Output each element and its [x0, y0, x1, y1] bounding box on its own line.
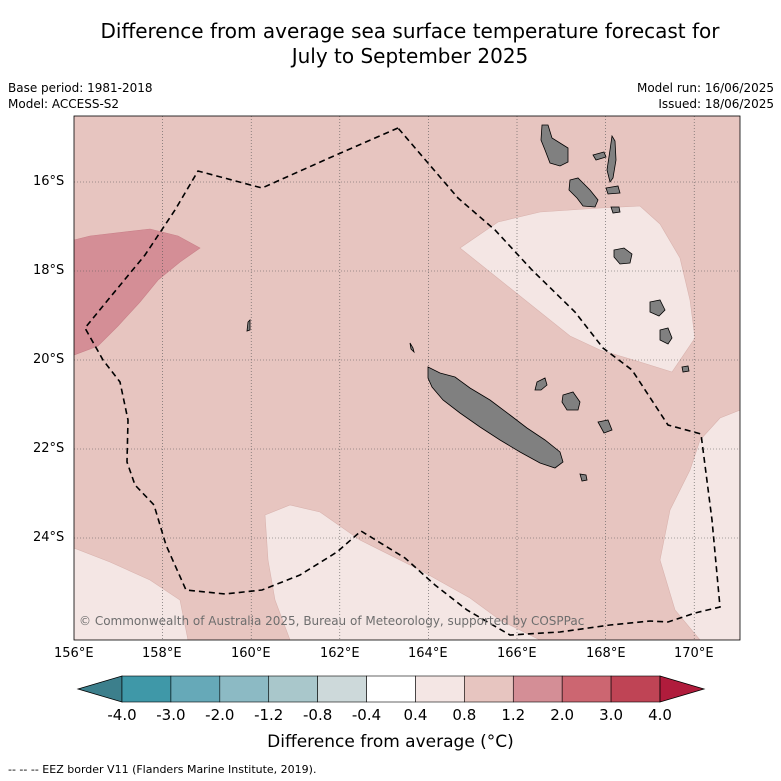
colorbar-segment — [610, 675, 661, 703]
colorbar-over-triangle — [659, 675, 706, 703]
colorbar-tick-label: -0.4 — [351, 706, 382, 724]
chesterfield-reef — [246, 319, 251, 332]
colorbar-segment — [317, 675, 367, 703]
anomaly-field-0.4-0.8-south — [264, 504, 541, 640]
espiritu-santo — [540, 124, 569, 167]
graticule — [74, 116, 740, 640]
colorbar-title: Difference from average (°C) — [267, 732, 514, 752]
copyright-text: © Commonwealth of Australia 2025, Bureau… — [79, 614, 585, 628]
colorbar-tick-label: 0.8 — [452, 706, 477, 724]
epi — [610, 206, 621, 214]
anomaly-field-0.8-1.2 — [74, 116, 740, 640]
tanna — [659, 327, 673, 345]
colorbar — [76, 675, 706, 703]
colorbar-segment — [415, 675, 465, 703]
colorbar-tick-label: 2.0 — [550, 706, 575, 724]
colorbar-segment — [561, 675, 612, 703]
colorbar-segment — [170, 675, 221, 703]
lon-tick-158e: 158°E — [142, 646, 182, 661]
ambae — [592, 151, 607, 161]
colorbar-tick-label: -4.0 — [107, 706, 137, 724]
anomaly-field-0.4-0.8-southeast — [659, 409, 740, 640]
anomaly-field-1.2-2.0 — [74, 228, 201, 356]
colorbar-tick-label: 4.0 — [648, 706, 672, 724]
map-title-line1: Difference from average sea surface temp… — [100, 19, 720, 43]
lon-tick-164e: 164°E — [408, 646, 448, 661]
lon-tick-170e: 170°E — [674, 646, 714, 661]
colorbar-under-triangle — [76, 675, 123, 703]
colorbar-tick-label: 0.4 — [403, 706, 428, 724]
aneityum — [681, 365, 690, 373]
model-text: Model: ACCESS-S2 — [8, 97, 120, 111]
loyalty-islands-mare — [597, 419, 613, 434]
colorbar-tick-label: -3.0 — [156, 706, 186, 724]
ambrym — [605, 185, 621, 195]
erromango — [649, 299, 666, 317]
colorbar-segment — [121, 675, 172, 703]
new-caledonia-main-island — [427, 366, 564, 469]
lon-tick-166e: 166°E — [497, 646, 537, 661]
colorbar-segment — [464, 675, 514, 703]
eez-border — [84, 127, 721, 636]
lon-tick-162e: 162°E — [320, 646, 360, 661]
pentecost — [606, 134, 617, 183]
colorbar-tick-label: -2.0 — [205, 706, 235, 724]
lon-tick-160e: 160°E — [231, 646, 271, 661]
colorbar-segment — [366, 675, 416, 703]
loyalty-islands-ouvea — [534, 377, 548, 391]
colorbar-segment — [219, 675, 270, 703]
lat-tick-24s: 24°S — [33, 530, 65, 545]
anomaly-field-0.4-0.8-east — [459, 205, 696, 373]
malekula — [568, 177, 599, 208]
lat-tick-16s: 16°S — [33, 174, 65, 189]
anomaly-field-0.4-0.8-southwest — [74, 547, 189, 640]
lat-tick-20s: 20°S — [33, 352, 65, 367]
lon-tick-156e: 156°E — [54, 646, 94, 661]
lat-tick-18s: 18°S — [33, 263, 65, 278]
issued-text: Issued: 18/06/2025 — [658, 97, 774, 111]
loyalty-islands-lifou — [561, 391, 581, 411]
belep-islands — [409, 342, 415, 354]
colorbar-tick-label: -0.8 — [302, 706, 333, 724]
colorbar-segment — [268, 675, 318, 703]
colorbar-tick-label: 3.0 — [599, 706, 623, 724]
map-frame — [73, 115, 741, 641]
efate — [613, 247, 633, 265]
lon-tick-168e: 168°E — [586, 646, 626, 661]
map-title-line2: July to September 2025 — [291, 44, 529, 68]
land-masses — [246, 124, 690, 482]
isle-of-pines — [579, 473, 588, 482]
eez-legend-footer: -- -- -- EEZ border V11 (Flanders Marine… — [8, 763, 317, 776]
colorbar-segment — [512, 675, 563, 703]
model-run-text: Model run: 16/06/2025 — [636, 81, 774, 95]
colorbar-tick-label: -1.2 — [254, 706, 284, 724]
lat-tick-22s: 22°S — [33, 441, 65, 456]
base-period-text: Base period: 1981-2018 — [8, 81, 153, 95]
colorbar-tick-label: 1.2 — [501, 706, 526, 724]
